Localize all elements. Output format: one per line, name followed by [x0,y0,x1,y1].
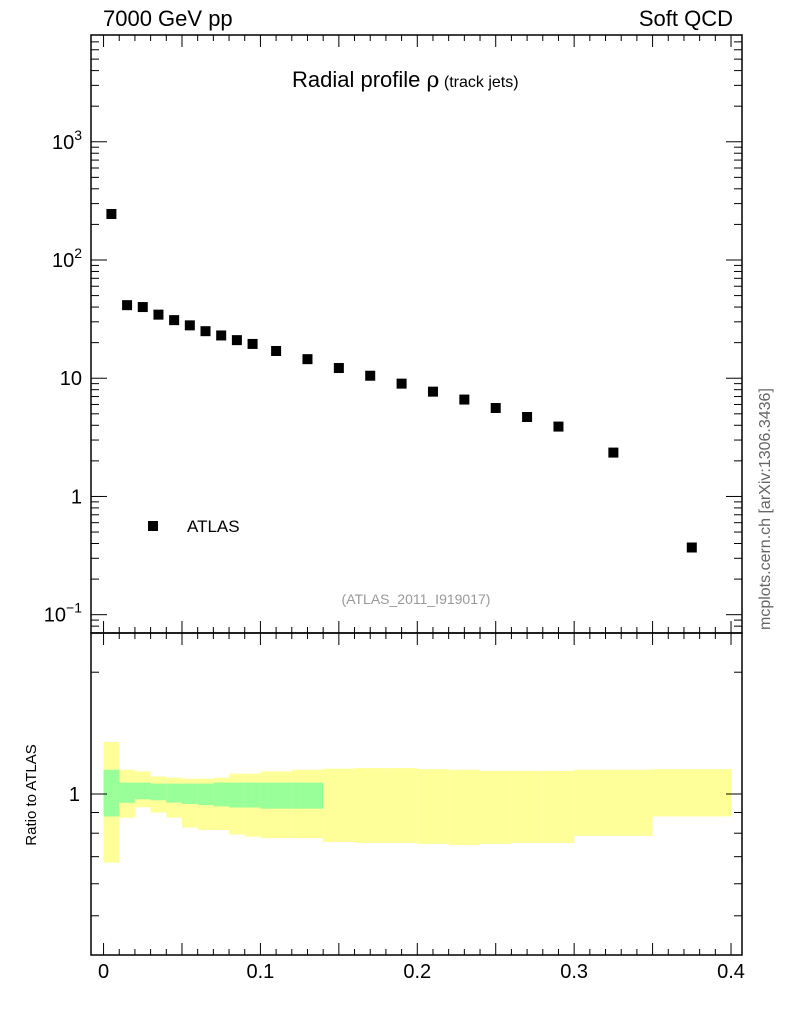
data-point [200,326,211,337]
data-point [153,309,164,320]
ratio-band-stat [260,782,292,809]
ratio-band-total [574,769,653,836]
legend-marker [148,521,158,531]
y-tick-label: 103 [52,127,82,154]
ratio-band-stat [150,783,167,801]
data-point [333,363,344,374]
data-point [686,542,697,553]
data-point [490,403,501,414]
data-point [271,345,282,356]
watermark: (ATLAS_2011_I919017) [342,591,491,607]
data-point [553,421,564,432]
ratio-band-stat [229,782,245,808]
ratio-bands [103,741,732,863]
data-point [365,370,376,381]
y-tick-label: 10 [60,368,82,390]
x-tick-label: 0.3 [560,961,588,983]
y-tick-label: 102 [52,245,82,272]
header-left-label: 7000 GeV pp [103,6,233,31]
ratio-y-tick-label: 1 [69,784,80,806]
ratio-band-total [652,769,732,817]
data-point [122,300,133,311]
data-point [459,394,470,405]
data-point [169,315,180,326]
y-tick-label: 10−1 [44,600,82,627]
main-panel-frame [90,34,743,634]
chart-title: Radial profile ρ (track jets) [292,67,519,93]
data-point [522,411,533,422]
data-markers [106,208,697,553]
ratio-y-axis-label: Ratio to ATLAS [23,744,40,845]
ratio-band-stat [244,782,261,808]
data-point [137,302,148,313]
ratio-band-total [417,769,449,844]
legend-label: ATLAS [187,517,240,536]
data-point [106,208,117,219]
data-point [247,338,258,349]
data-point [184,320,195,331]
ratio-band-stat [291,782,324,809]
data-point [302,354,313,365]
ratio-band-total [511,770,543,843]
x-tick-label: 0.1 [247,961,275,983]
ratio-band-stat [119,782,135,803]
chart-title-main: Radial profile [292,67,427,92]
ratio-band-total [385,768,418,843]
chart-title-sub: (track jets) [439,74,518,91]
y-tick-label-base: 10 [52,250,74,272]
header-right-label: Soft QCD [638,6,733,31]
y-tick-label: 1 [71,486,82,508]
data-point [427,386,438,397]
data-point [396,378,407,389]
data-point [608,447,619,458]
y-tick-label-base: 10 [60,368,82,390]
ratio-band-stat [166,783,182,803]
y-tick-label-base: 10 [52,132,74,154]
ratio-band-stat [213,782,230,807]
data-point [216,330,227,341]
y-tick-label-exponent: 3 [74,127,82,143]
x-tick-label: 0 [98,961,109,983]
ratio-band-total [354,768,386,843]
tick-marks [91,34,742,956]
y-tick-label-exponent: −1 [66,600,82,616]
ratio-band-stat [181,783,198,804]
ratio-band-stat [134,782,151,800]
side-reference-label: mcplots.cern.ch [arXiv:1306.3436] [757,388,774,630]
ratio-band-stat [103,769,120,817]
x-tick-label: 0.4 [717,961,745,983]
x-tick-label: 0.2 [403,961,431,983]
y-tick-label-base: 1 [71,486,82,508]
ratio-band-total [480,770,512,844]
y-tick-label-exponent: 2 [74,245,82,261]
ratio-band-total [448,769,481,846]
ratio-band-total [323,768,355,842]
y-tick-label-base: 10 [44,605,66,627]
data-point [231,335,242,346]
ratio-band-stat [197,783,214,806]
ratio-band-total [542,770,575,843]
chart-title-symbol: ρ [427,68,440,93]
